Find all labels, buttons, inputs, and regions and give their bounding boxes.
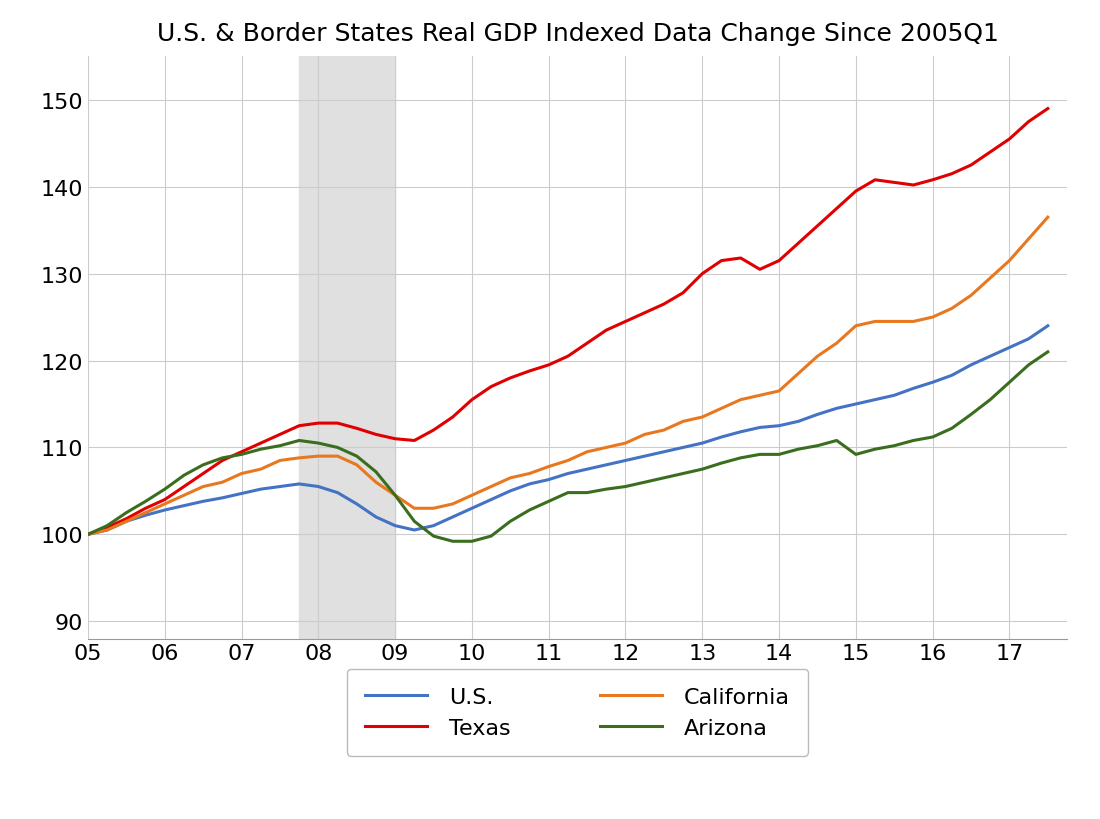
Arizona — [447, 536, 460, 546]
Texas — [1042, 105, 1055, 115]
California — [293, 454, 306, 464]
U.S. — [293, 479, 306, 489]
Arizona — [388, 491, 401, 500]
U.S. — [715, 432, 728, 442]
U.S. — [772, 421, 785, 431]
Arizona — [293, 436, 306, 446]
California — [1042, 213, 1055, 223]
U.S. — [1042, 322, 1055, 332]
Arizona — [1042, 347, 1055, 357]
Texas — [388, 434, 401, 444]
California — [772, 387, 785, 396]
Line: Arizona: Arizona — [88, 352, 1048, 541]
California — [370, 477, 383, 487]
Texas — [81, 530, 95, 540]
Texas — [715, 256, 728, 266]
Arizona — [734, 454, 747, 464]
Texas — [1022, 117, 1035, 127]
California — [715, 404, 728, 414]
Line: Texas: Texas — [88, 110, 1048, 535]
California — [1022, 235, 1035, 245]
Bar — [299, 57, 395, 639]
California — [388, 491, 401, 500]
Arizona — [81, 530, 95, 540]
California — [81, 530, 95, 540]
U.S. — [81, 530, 95, 540]
Legend: U.S., Texas, California, Arizona: U.S., Texas, California, Arizona — [346, 669, 808, 756]
U.S. — [370, 513, 383, 523]
Arizona — [370, 468, 383, 477]
X-axis label: Year: Year — [552, 675, 603, 699]
Title: U.S. & Border States Real GDP Indexed Data Change Since 2005Q1: U.S. & Border States Real GDP Indexed Da… — [156, 22, 999, 46]
Arizona — [1022, 360, 1035, 370]
U.S. — [1022, 334, 1035, 344]
Texas — [293, 421, 306, 431]
Line: U.S.: U.S. — [88, 327, 1048, 535]
Texas — [370, 430, 383, 440]
Arizona — [792, 445, 805, 455]
Texas — [772, 256, 785, 266]
Line: California: California — [88, 218, 1048, 535]
U.S. — [388, 521, 401, 531]
